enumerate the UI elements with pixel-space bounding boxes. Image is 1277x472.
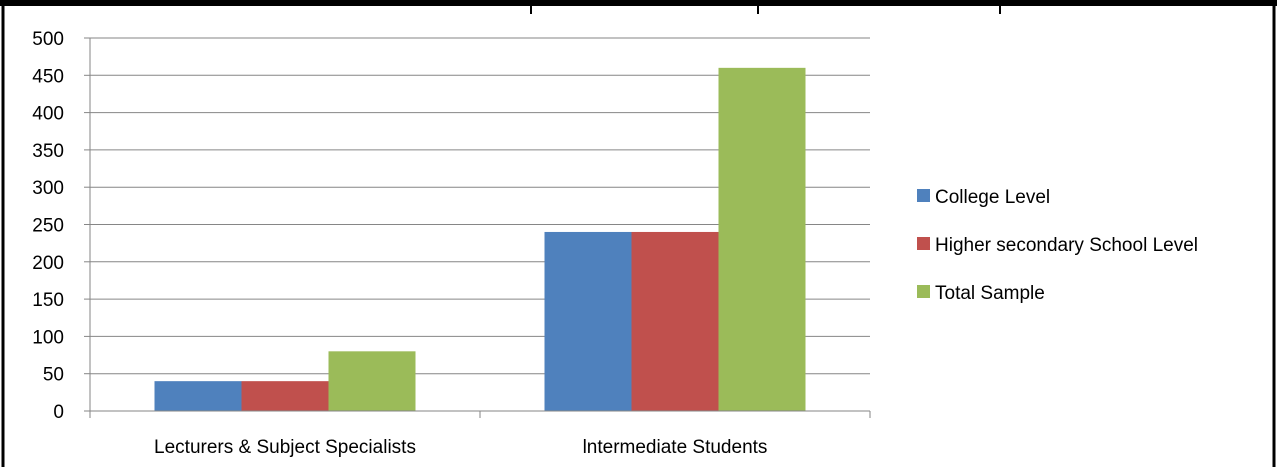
bar-college-level-1: [544, 231, 632, 411]
bar-total-sample-0: [328, 351, 416, 411]
y-tick-label: 450: [32, 66, 64, 87]
legend-swatch: [917, 237, 930, 250]
legend-label: Total Sample: [935, 283, 1045, 304]
y-tick-label: 500: [32, 29, 64, 50]
y-tick-label: 350: [32, 141, 64, 162]
x-category-label: lntermediate Students: [583, 437, 768, 458]
y-tick-label: 400: [32, 104, 64, 125]
legend-label: College Level: [935, 187, 1050, 208]
bar-higher-secondary-school-level-1: [631, 231, 719, 411]
x-category-label: Lecturers & Subject Specialists: [154, 437, 416, 458]
legend: College Level Higher secondary School Lev…: [917, 187, 1198, 304]
y-tick-label: 250: [32, 216, 64, 237]
y-tick-label: 100: [32, 327, 64, 348]
legend-swatch: [917, 189, 930, 202]
y-tick-label: 0: [53, 402, 64, 423]
axes: 0 50 100 150 200 250 300 350 400 450 500 Lecturers …: [32, 29, 871, 458]
y-tick-label: 150: [32, 290, 64, 311]
bar-college-level-0: [154, 381, 242, 411]
bar-higher-secondary-school-level-0: [241, 381, 329, 411]
bar-total-sample-1: [718, 67, 806, 411]
legend-swatch: [917, 285, 930, 298]
y-tick-label: 50: [43, 365, 64, 386]
bars: [154, 67, 806, 411]
y-tick-label: 300: [32, 178, 64, 199]
y-tick-label: 200: [32, 253, 64, 274]
legend-label: Higher secondary School Level: [935, 235, 1198, 256]
